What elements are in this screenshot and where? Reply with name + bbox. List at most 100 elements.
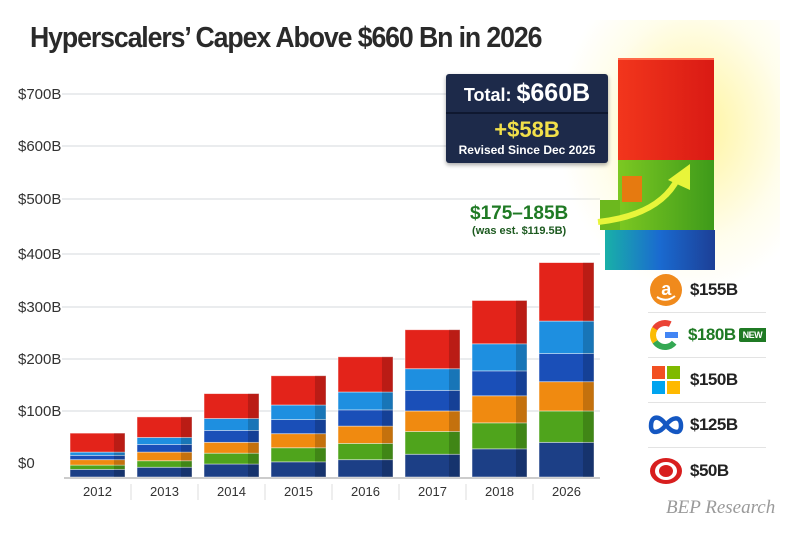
watermark: BEP Research xyxy=(666,497,776,518)
legend-item-google: $180B NEW xyxy=(648,313,767,358)
bar-segment-shade xyxy=(247,393,259,419)
y-tick-label: $0 xyxy=(18,455,35,472)
bar-segment-shade xyxy=(180,444,192,453)
y-tick-label: $200B xyxy=(18,351,61,368)
bar-segment-shade xyxy=(448,368,460,391)
legend: a $155B $180B NEW $150B $125B $50B xyxy=(648,268,767,493)
bar-segment-shade xyxy=(582,442,594,477)
bar-segment-shade xyxy=(515,370,527,396)
y-tick-label: $400B xyxy=(18,246,61,263)
y-tick-label: $300B xyxy=(18,299,61,316)
bar-segment-shade xyxy=(381,459,393,477)
bar-segment-shade xyxy=(314,461,326,477)
total-label: Total: xyxy=(463,85,512,105)
bar-segment-shade xyxy=(515,300,527,344)
bar-segment-shade xyxy=(113,459,125,466)
legend-value: $180B xyxy=(688,325,736,344)
bar-segment-shade xyxy=(381,426,393,444)
legend-item-meta: $125B xyxy=(648,403,766,448)
x-tick-label: 2026 xyxy=(552,484,581,499)
bar-segment xyxy=(203,393,260,419)
x-tick-label: 2012 xyxy=(83,484,112,499)
bar-segment-shade xyxy=(381,391,393,410)
bar-segment-shade xyxy=(314,419,326,434)
arrow-up-icon xyxy=(597,164,690,225)
bar-segment-shade xyxy=(113,433,125,453)
bar-segment-shade xyxy=(448,329,460,369)
bar-segment xyxy=(337,356,394,393)
oracle-icon xyxy=(648,453,684,489)
total-callout: Total: $660B +$58B Revised Since Dec 202… xyxy=(446,74,608,163)
bar-segment-shade xyxy=(247,442,259,454)
bar-segment-shade xyxy=(381,356,393,392)
bar-segment xyxy=(538,441,595,478)
bar-segment-shade xyxy=(515,343,527,371)
x-tick-label: 2013 xyxy=(150,484,179,499)
bar-segment-shade xyxy=(113,452,125,456)
estimate-range: $175–185B xyxy=(470,203,569,224)
revision-note: Revised Since Dec 2025 xyxy=(458,143,596,157)
bar-segment-shade xyxy=(180,416,192,438)
bar-segment-shade xyxy=(180,437,192,445)
bar-segment-shade xyxy=(448,454,460,477)
delta-value: +$58B xyxy=(494,117,560,142)
highlight-segment-red xyxy=(618,58,714,160)
bar-segment-shade xyxy=(314,447,326,462)
bar-segment xyxy=(471,300,528,345)
bar-segment-shade xyxy=(314,433,326,448)
x-tick-label: 2015 xyxy=(284,484,313,499)
new-badge: NEW xyxy=(738,328,767,342)
legend-value: $155B xyxy=(690,280,738,299)
bar-segment-shade xyxy=(314,404,326,420)
legend-item-microsoft: $150B xyxy=(648,358,766,403)
y-tick-label: $700B xyxy=(18,86,61,103)
bar-segment-shade xyxy=(180,452,192,461)
bar-segment-shade xyxy=(515,422,527,449)
bar-segment xyxy=(538,353,595,383)
legend-value: $150B xyxy=(690,370,738,389)
x-tick-label: 2017 xyxy=(418,484,447,499)
legend-value: $50B xyxy=(690,460,729,480)
bar-segment-shade xyxy=(247,453,259,465)
bar-segment-shade xyxy=(582,381,594,411)
x-tick-label: 2014 xyxy=(217,484,246,499)
bar-segment-shade xyxy=(381,409,393,427)
y-tick-label: $500B xyxy=(18,191,61,208)
bar-segment-shade xyxy=(314,375,326,405)
bar-segment-shade xyxy=(113,469,125,477)
bar-segment xyxy=(471,370,528,397)
bar-segment-shade xyxy=(448,390,460,411)
legend-item-oracle: $50B xyxy=(648,448,766,493)
bar-segment-shade xyxy=(247,418,259,431)
bar-segment xyxy=(471,448,528,478)
bar-segment xyxy=(136,416,193,438)
bar-segment xyxy=(538,320,595,354)
x-tick-label: 2016 xyxy=(351,484,380,499)
total-value: $660B xyxy=(516,79,591,107)
x-tick-label: 2018 xyxy=(485,484,514,499)
bar-segment-shade xyxy=(180,460,192,468)
google-icon xyxy=(648,317,682,353)
google-estimate-annotation: $175–185B (was est. $119.5B) xyxy=(470,203,568,237)
bar-segment xyxy=(471,395,528,424)
bar-segment xyxy=(69,432,126,453)
y-tick-label: $600B xyxy=(18,138,61,155)
bar-segment-shade xyxy=(582,410,594,443)
bar-segment xyxy=(538,410,595,443)
highlight-segment-blue xyxy=(605,230,715,270)
bar-segment-shade xyxy=(247,430,259,443)
bar-segment-shade xyxy=(582,262,594,322)
chart-title: Hyperscalers’ Capex Above $660 Bn in 202… xyxy=(30,22,542,54)
amazon-icon: a xyxy=(648,272,684,308)
bar-segment-shade xyxy=(247,464,259,477)
bar-segment-shade xyxy=(582,321,594,354)
legend-value: $125B xyxy=(690,415,738,434)
bar-segment-shade xyxy=(448,431,460,455)
bar-segment xyxy=(404,329,461,370)
bar-segment-shade xyxy=(113,455,125,460)
bar-segment-shade xyxy=(113,465,125,470)
bar-segment xyxy=(270,375,327,406)
meta-icon xyxy=(648,407,684,443)
bar-segment-shade xyxy=(448,410,460,432)
